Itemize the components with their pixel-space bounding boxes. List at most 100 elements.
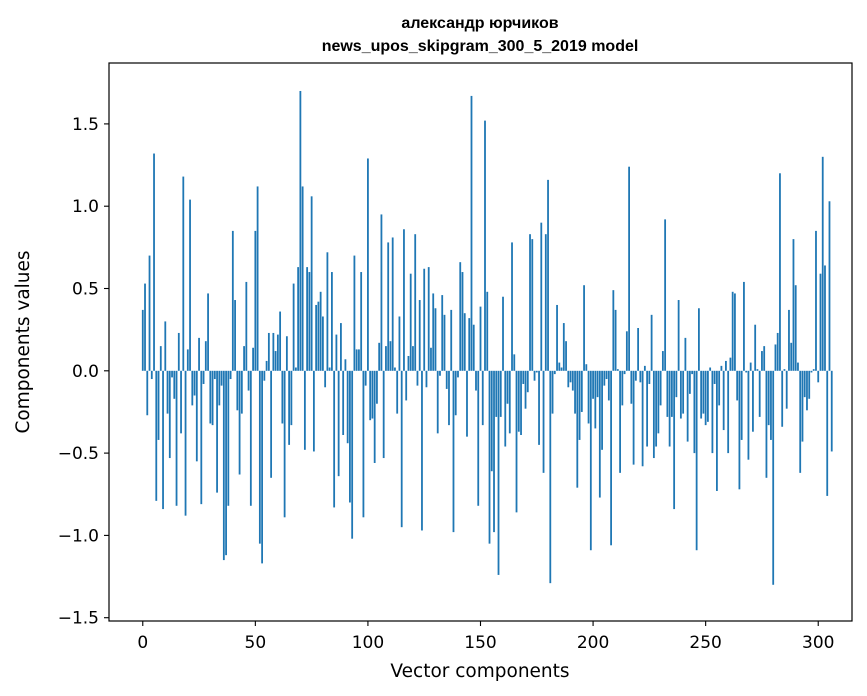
bar-150 — [479, 306, 482, 371]
bar-164 — [511, 242, 513, 371]
bar-38 — [227, 370, 230, 506]
bar-55 — [265, 360, 268, 371]
bar-267 — [743, 281, 745, 371]
bar-129 — [432, 293, 435, 371]
bar-297 — [810, 370, 813, 373]
bar-76 — [312, 370, 315, 452]
bar-171 — [526, 370, 529, 393]
bar-153 — [486, 291, 489, 371]
bar-185 — [558, 362, 561, 371]
bar-287 — [788, 309, 790, 371]
bar-296 — [808, 370, 811, 399]
bar-134 — [443, 314, 446, 371]
bar-65 — [288, 370, 291, 445]
bar-48 — [249, 370, 252, 506]
bar-265 — [738, 370, 741, 490]
bar-149 — [477, 370, 480, 506]
bar-270 — [749, 362, 752, 371]
bar-14 — [173, 370, 176, 399]
bar-214 — [623, 370, 626, 375]
bar-189 — [567, 370, 570, 388]
bar-88 — [340, 323, 342, 371]
bar-197 — [585, 364, 588, 371]
bar-188 — [565, 341, 567, 371]
bar-28 — [204, 341, 207, 371]
bar-93 — [351, 370, 354, 539]
bar-179 — [544, 234, 547, 371]
x-tick-label: 100 — [352, 633, 384, 653]
bar-181 — [549, 370, 552, 584]
bar-218 — [632, 370, 635, 465]
bar-118 — [407, 355, 410, 371]
bar-298 — [812, 369, 815, 371]
bar-206 — [605, 370, 608, 380]
bar-207 — [607, 370, 610, 401]
bar-163 — [508, 370, 511, 434]
bar-0 — [141, 309, 144, 371]
bar-157 — [495, 370, 498, 417]
bar-304 — [826, 370, 829, 496]
bar-208 — [610, 370, 612, 546]
bar-94 — [353, 255, 356, 371]
bar-71 — [301, 186, 304, 371]
bar-209 — [612, 290, 615, 371]
bar-155 — [490, 370, 493, 472]
bar-3 — [148, 255, 151, 371]
bar-35 — [220, 370, 223, 386]
bar-281 — [774, 344, 777, 371]
bar-37 — [225, 370, 227, 556]
bar-80 — [321, 316, 324, 371]
bar-173 — [531, 239, 534, 371]
bar-18 — [182, 176, 185, 371]
bar-146 — [470, 95, 473, 371]
bar-175 — [535, 370, 538, 373]
bar-66 — [290, 370, 293, 426]
bar-255 — [716, 370, 718, 491]
bar-122 — [416, 370, 419, 386]
bar-177 — [540, 222, 543, 371]
bar-60 — [276, 334, 279, 371]
bar-294 — [803, 370, 806, 398]
bar-246 — [695, 370, 698, 551]
bar-86 — [335, 334, 338, 371]
bar-186 — [560, 367, 563, 371]
bar-106 — [380, 214, 383, 371]
bar-30 — [209, 370, 212, 424]
bar-132 — [439, 370, 441, 376]
bar-63 — [283, 370, 286, 518]
bar-64 — [285, 336, 288, 371]
bar-107 — [382, 370, 385, 459]
bar-97 — [360, 272, 363, 371]
bar-51 — [256, 186, 259, 371]
bar-237 — [675, 370, 678, 398]
y-tick-label: 1.5 — [72, 115, 99, 135]
bar-248 — [700, 370, 703, 419]
bar-226 — [650, 314, 653, 371]
bar-139 — [454, 370, 457, 416]
bar-216 — [628, 166, 630, 371]
bar-114 — [398, 316, 401, 371]
bar-275 — [761, 351, 763, 371]
bar-280 — [772, 370, 775, 585]
bar-44 — [240, 370, 243, 414]
bar-259 — [725, 360, 727, 371]
bar-147 — [472, 324, 475, 371]
bar-74 — [308, 272, 311, 371]
bar-184 — [556, 304, 558, 371]
bar-279 — [770, 370, 772, 440]
bar-220 — [637, 328, 640, 371]
bar-142 — [461, 272, 464, 371]
bar-54 — [263, 370, 266, 381]
bar-109 — [387, 242, 390, 371]
bar-250 — [704, 370, 707, 426]
bar-67 — [292, 283, 295, 371]
bar-243 — [688, 370, 691, 394]
bar-235 — [670, 370, 673, 417]
bar-56 — [267, 332, 270, 371]
bar-27 — [202, 370, 205, 384]
bar-25 — [198, 337, 200, 371]
y-tick-label: −1.0 — [58, 526, 99, 546]
bar-89 — [342, 370, 345, 435]
bar-125 — [423, 268, 426, 371]
bar-201 — [594, 370, 597, 429]
